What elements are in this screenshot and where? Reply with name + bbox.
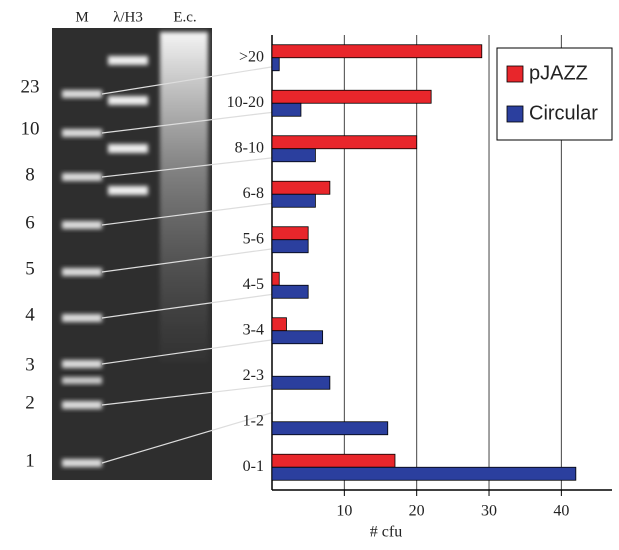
connector — [101, 412, 273, 464]
bar — [271, 421, 389, 436]
marker-band — [62, 401, 102, 409]
y-tick-label: 2-3 — [243, 367, 264, 384]
bar — [271, 284, 309, 299]
bar — [271, 135, 418, 150]
y-tick-label: 8-10 — [235, 139, 264, 156]
bar — [271, 453, 396, 468]
size-label: 6 — [25, 212, 35, 233]
connector — [101, 339, 273, 365]
x-tick-label: 40 — [553, 503, 569, 520]
bar — [271, 226, 309, 241]
y-tick-label: 3-4 — [243, 321, 264, 338]
connector — [101, 66, 273, 95]
bar — [271, 317, 287, 332]
bar — [271, 102, 302, 117]
size-label: 23 — [21, 76, 40, 97]
bar — [271, 239, 309, 254]
marker-band — [62, 360, 102, 368]
x-axis-title: # cfu — [370, 524, 402, 541]
gel-bands — [62, 56, 273, 467]
lane-label: λ/H3 — [113, 9, 143, 25]
bar — [271, 89, 432, 104]
x-tick-label: 20 — [409, 503, 425, 520]
y-tick-label: >20 — [239, 48, 264, 65]
size-label: 10 — [21, 118, 40, 139]
y-tick-label: 1-2 — [243, 412, 264, 429]
lambda-band — [108, 96, 148, 105]
size-label: 4 — [25, 304, 35, 325]
connector — [101, 248, 273, 273]
bar — [271, 271, 280, 286]
bar — [271, 466, 577, 481]
marker-band — [62, 221, 102, 229]
connector — [101, 293, 273, 319]
marker-band — [62, 173, 102, 181]
x-tick-label: 10 — [336, 503, 352, 520]
y-tick-label: 4-5 — [243, 276, 264, 293]
size-label: 1 — [25, 450, 35, 471]
connector — [101, 384, 273, 406]
bar — [271, 330, 324, 345]
legend-label: pJAZZ — [529, 62, 588, 84]
size-label: 3 — [25, 354, 35, 375]
size-label: 5 — [25, 258, 35, 279]
bar — [271, 148, 316, 163]
legend-label: Circular — [529, 102, 598, 124]
legend-box — [496, 47, 613, 141]
bar — [271, 44, 483, 59]
y-tick-label: 5-6 — [243, 230, 264, 247]
connector — [101, 157, 273, 178]
lane-label: M — [75, 9, 88, 25]
y-tick-label: 0-1 — [243, 458, 264, 475]
size-label: 2 — [25, 392, 35, 413]
chart: 10 20 30 40 # cfu >20 10-20 8-10 6-8 5-6 4-5 3-4 2-3… — [227, 35, 613, 541]
lambda-band — [108, 186, 148, 195]
bar — [271, 193, 316, 208]
lambda-band — [108, 56, 148, 65]
bar — [271, 375, 331, 390]
marker-band — [62, 129, 102, 137]
bar — [271, 180, 331, 195]
marker-band — [62, 314, 102, 322]
x-tick-label: 30 — [481, 503, 497, 520]
legend-swatch — [506, 105, 524, 123]
connector — [101, 202, 273, 226]
bar — [271, 57, 280, 72]
marker-band — [62, 459, 102, 467]
size-label: 8 — [25, 164, 35, 185]
legend-swatch — [506, 65, 524, 83]
lambda-band — [108, 144, 148, 153]
lane-label: E.c. — [173, 9, 196, 25]
marker-band — [62, 268, 102, 276]
connector — [101, 111, 273, 134]
marker-band — [62, 90, 102, 98]
y-tick-label: 10-20 — [227, 94, 264, 111]
y-tick-label: 6-8 — [243, 185, 264, 202]
marker-band — [62, 377, 102, 384]
